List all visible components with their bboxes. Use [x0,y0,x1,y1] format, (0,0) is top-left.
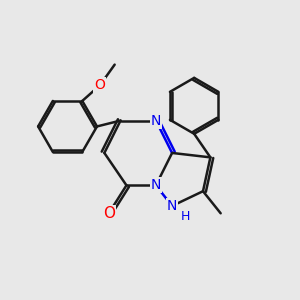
Text: O: O [103,206,115,221]
Text: N: N [151,114,161,128]
Text: H: H [181,210,190,223]
Text: N: N [167,199,177,213]
Text: N: N [151,178,161,192]
Text: O: O [94,78,105,92]
